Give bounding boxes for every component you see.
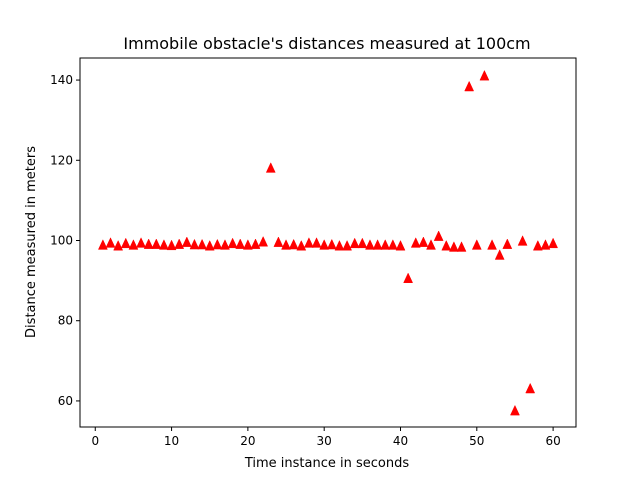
data-point [487,239,497,250]
data-point [410,237,421,248]
data-point [449,241,459,252]
data-point [441,240,452,251]
data-point [395,240,406,251]
chart-title: Immobile obstacle's distances measured a… [123,34,530,53]
data-point [113,240,124,251]
data-point [250,238,261,249]
y-axis: 60 80 100 120 140 [50,73,80,408]
data-point [311,237,322,248]
data-point [525,382,536,394]
data-points [97,69,559,416]
data-point [372,239,383,250]
data-point [304,237,314,248]
data-point [532,240,543,251]
data-point [265,162,276,173]
data-point [242,239,253,250]
data-point [281,239,291,250]
data-point [258,236,269,247]
data-point [418,236,429,247]
data-point [288,238,299,250]
data-point [433,230,444,241]
x-tick-label: 50 [469,434,484,448]
data-point [540,239,551,250]
data-point [464,80,475,92]
data-point [166,239,177,251]
data-point [456,241,467,252]
data-point [334,240,345,251]
y-tick-label: 100 [50,233,73,247]
data-point [517,235,528,246]
data-point [510,404,520,416]
data-point [296,240,307,251]
y-tick-label: 140 [50,73,73,87]
data-point [181,236,192,247]
x-tick-label: 10 [164,434,179,448]
data-point [349,237,360,249]
data-point [319,239,330,250]
data-point [357,237,368,249]
y-tick-label: 80 [58,314,73,328]
data-point [189,238,200,250]
x-axis: 0 10 20 30 40 50 60 [91,427,561,448]
data-point [97,239,108,250]
data-point [403,272,414,283]
data-point [479,69,490,81]
data-point [220,239,230,250]
x-tick-label: 30 [317,434,332,448]
data-point [204,240,215,251]
x-axis-label: Time instance in seconds [244,456,409,471]
data-point [426,239,436,250]
data-point [143,238,154,249]
data-point [342,240,352,251]
data-point [151,238,162,249]
data-point [548,237,559,249]
data-point [502,238,513,249]
x-tick-label: 40 [393,434,408,448]
data-point [128,239,139,250]
data-point [159,239,169,250]
y-tick-label: 120 [50,153,73,167]
data-point [105,237,116,248]
data-point [471,239,482,250]
data-point [235,238,246,249]
data-point [326,238,337,250]
x-tick-label: 0 [91,434,99,448]
x-tick-label: 60 [545,434,560,448]
data-point [273,236,284,247]
data-point [227,237,238,249]
data-point [120,237,131,249]
data-point [365,239,375,250]
data-point [197,238,207,250]
data-point [380,239,391,250]
y-tick-label: 60 [58,394,73,408]
data-point [174,238,185,249]
x-tick-label: 20 [240,434,255,448]
data-point [387,239,398,250]
data-point [494,249,505,260]
data-point [212,238,223,250]
y-axis-label: Distance measured in meters [24,146,39,338]
data-point [136,237,146,248]
